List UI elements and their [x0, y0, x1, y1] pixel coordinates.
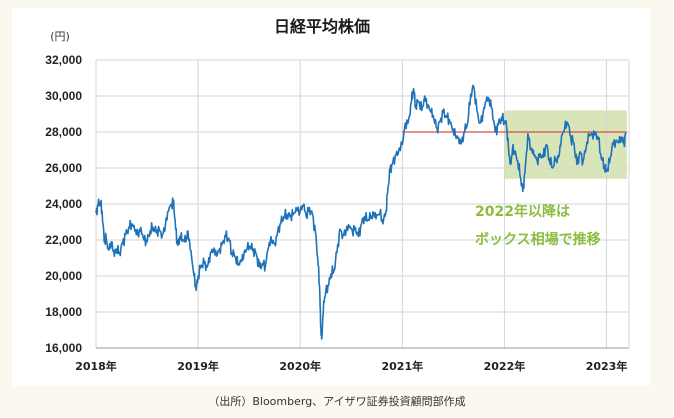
x-tick-label: 2020年	[279, 359, 321, 373]
x-tick-label: 2018年	[75, 359, 117, 373]
chart-svg: 32,000 30,000 28,000 26,000 24,000 22,000 20,0…	[45, 17, 630, 373]
nikkei-price-line	[95, 84, 627, 340]
y-tick-label: 24,000	[45, 197, 82, 211]
y-tick-label: 32,000	[45, 53, 82, 67]
chart-title: 日経平均株価	[274, 17, 370, 36]
x-tick-label: 2022年	[484, 359, 526, 373]
x-tick-label: 2023年	[586, 359, 628, 373]
y-tick-label: 30,000	[45, 89, 82, 103]
x-tick-label: 2021年	[382, 359, 424, 373]
source-note: （出所）Bloomberg、アイザワ証券投資顧問部作成	[208, 395, 466, 408]
chart-card: 32,000 30,000 28,000 26,000 24,000 22,000 20,0…	[12, 8, 650, 386]
y-axis-unit: (円)	[50, 30, 70, 43]
y-tick-label: 22,000	[45, 233, 82, 247]
y-tick-label: 20,000	[45, 269, 82, 283]
y-tick-label: 18,000	[45, 305, 82, 319]
y-tick-label: 16,000	[45, 341, 82, 355]
y-tick-labels: 32,000 30,000 28,000 26,000 24,000 22,000 20,0…	[45, 53, 82, 355]
annotation-line-2: ボックス相場で推移	[475, 231, 601, 248]
y-tick-label: 26,000	[45, 161, 82, 175]
x-tick-labels: 2018年 2019年 2020年 2021年 2022年 2023年	[75, 359, 627, 373]
x-tick-label: 2019年	[177, 359, 219, 373]
annotation-line-1: 2022年以降は	[475, 203, 570, 220]
y-tick-label: 28,000	[45, 125, 82, 139]
